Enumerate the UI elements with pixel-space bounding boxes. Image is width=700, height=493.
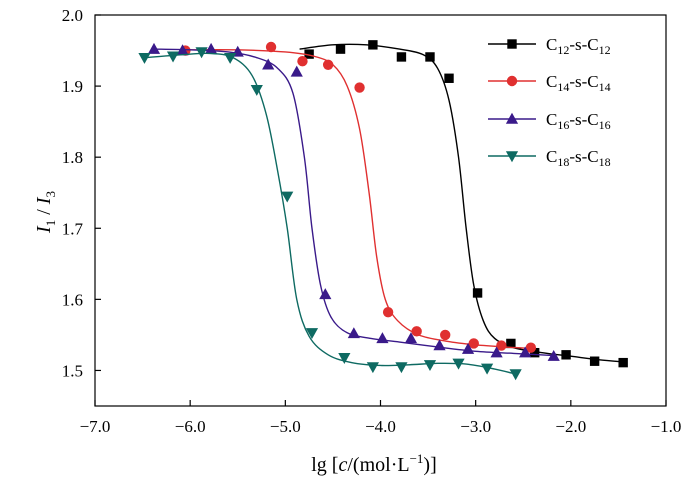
data-point: [472, 288, 483, 298]
data-point: [519, 346, 532, 358]
y-tick-label: 1.6: [62, 290, 83, 309]
data-point: [205, 42, 218, 54]
data-point: [404, 332, 418, 344]
x-tick-label: −5.0: [270, 417, 301, 436]
data-point: [250, 84, 263, 96]
legend-item: C12-s-C12: [488, 35, 611, 57]
data-point: [496, 340, 507, 351]
x-tick-label: −1.0: [651, 417, 682, 436]
data-point: [195, 47, 208, 59]
y-tick-label: 1.9: [62, 77, 83, 96]
y-tick-label: 1.8: [62, 148, 83, 167]
data-point: [224, 52, 237, 64]
data-point: [382, 306, 394, 318]
x-tick-label: −4.0: [365, 417, 396, 436]
y-tick-label: 1.7: [62, 219, 84, 238]
data-point: [322, 59, 334, 70]
data-point: [589, 356, 600, 366]
series-C16-s-C16: [147, 42, 560, 361]
data-point: [395, 362, 408, 374]
legend: C12-s-C12 C14-s-C14 C16-s-C16 C18-s-C18: [488, 35, 611, 169]
series-line: [185, 48, 531, 350]
legend-marker: [505, 151, 519, 163]
x-axis-label: lg [c/(mol·L−1)]: [311, 451, 437, 476]
data-point: [561, 350, 571, 360]
y-axis-label: I1 / I3: [33, 191, 58, 234]
data-point: [147, 42, 161, 54]
data-point: [376, 332, 389, 344]
data-point: [440, 329, 451, 341]
data-point: [423, 360, 437, 372]
legend-label: C12-s-C12: [546, 35, 611, 57]
data-point: [366, 362, 379, 374]
series-C14-s-C14: [180, 41, 537, 353]
data-point: [411, 326, 422, 337]
y-tick-label: 2.0: [62, 6, 83, 25]
series-line: [153, 48, 554, 357]
data-point: [509, 369, 522, 381]
data-point: [166, 51, 180, 63]
legend-item: C14-s-C14: [488, 72, 611, 94]
data-point: [490, 346, 503, 358]
data-point: [347, 327, 360, 339]
data-point: [354, 82, 365, 93]
axes: −7.0 −6.0 −5.0 −4.0 −3.0 −2.0 −1.0 1.5 1.6 1.7 1.8…: [62, 6, 682, 436]
data-point: [281, 191, 294, 203]
data-point: [433, 339, 446, 351]
data-point: [618, 357, 628, 368]
data-point: [368, 40, 378, 50]
series-line: [144, 52, 516, 375]
data-point: [547, 349, 560, 361]
legend-marker: [505, 112, 519, 124]
legend-marker: [506, 75, 518, 87]
data-point: [265, 41, 277, 53]
series-layer: [138, 40, 628, 381]
data-point: [297, 56, 308, 67]
data-point: [305, 328, 319, 340]
data-point: [396, 52, 407, 62]
data-point: [290, 65, 303, 77]
legend-label: C14-s-C14: [546, 72, 611, 94]
legend-label: C16-s-C16: [546, 110, 611, 132]
data-point: [525, 342, 537, 353]
data-point: [338, 352, 351, 364]
data-point: [425, 52, 435, 62]
x-tick-label: −6.0: [175, 417, 206, 436]
x-tick-label: −7.0: [80, 417, 111, 436]
x-tick-label: −3.0: [460, 417, 491, 436]
series-line: [299, 43, 624, 363]
data-point: [335, 44, 346, 54]
legend-label: C18-s-C18: [546, 147, 611, 169]
data-point: [319, 288, 332, 300]
x-tick-label: −2.0: [555, 417, 586, 436]
data-point: [452, 358, 465, 370]
y-tick-label: 1.5: [62, 361, 83, 380]
data-point: [444, 73, 454, 83]
legend-item: C16-s-C16: [488, 110, 611, 132]
legend-marker: [507, 39, 517, 49]
data-point: [138, 52, 151, 64]
data-point: [480, 363, 494, 375]
data-point: [461, 342, 475, 354]
series-C18-s-C18: [138, 47, 522, 381]
data-point: [506, 338, 516, 349]
data-point: [262, 58, 275, 70]
data-point: [468, 338, 479, 349]
series-C12-s-C12: [299, 40, 628, 368]
legend-item: C18-s-C18: [488, 147, 611, 169]
